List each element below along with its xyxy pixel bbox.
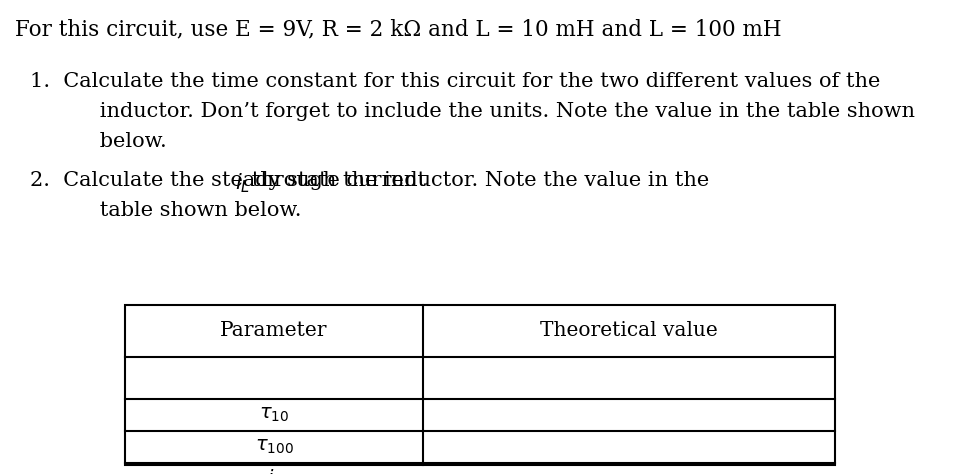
Text: $\tau_{10}$: $\tau_{10}$ — [259, 406, 289, 424]
Text: 2.  Calculate the steady state current: 2. Calculate the steady state current — [30, 171, 433, 190]
Text: inductor. Don’t forget to include the units. Note the value in the table shown: inductor. Don’t forget to include the un… — [60, 102, 915, 121]
Text: Theoretical value: Theoretical value — [540, 321, 718, 340]
Text: $i_L$: $i_L$ — [234, 171, 250, 195]
Text: Parameter: Parameter — [220, 321, 328, 340]
Text: For this circuit, use E = 9V, R = 2 kΩ and L = 10 mH and L = 100 mH: For this circuit, use E = 9V, R = 2 kΩ a… — [15, 18, 782, 40]
Bar — [125, 305, 835, 465]
Text: through the inductor. Note the value in the: through the inductor. Note the value in … — [245, 171, 709, 190]
Text: $\tau_{100}$: $\tau_{100}$ — [255, 438, 294, 456]
Text: table shown below.: table shown below. — [60, 201, 301, 220]
Text: 1.  Calculate the time constant for this circuit for the two different values of: 1. Calculate the time constant for this … — [30, 72, 880, 91]
Text: below.: below. — [60, 132, 167, 151]
Text: $i_L$: $i_L$ — [267, 468, 281, 474]
